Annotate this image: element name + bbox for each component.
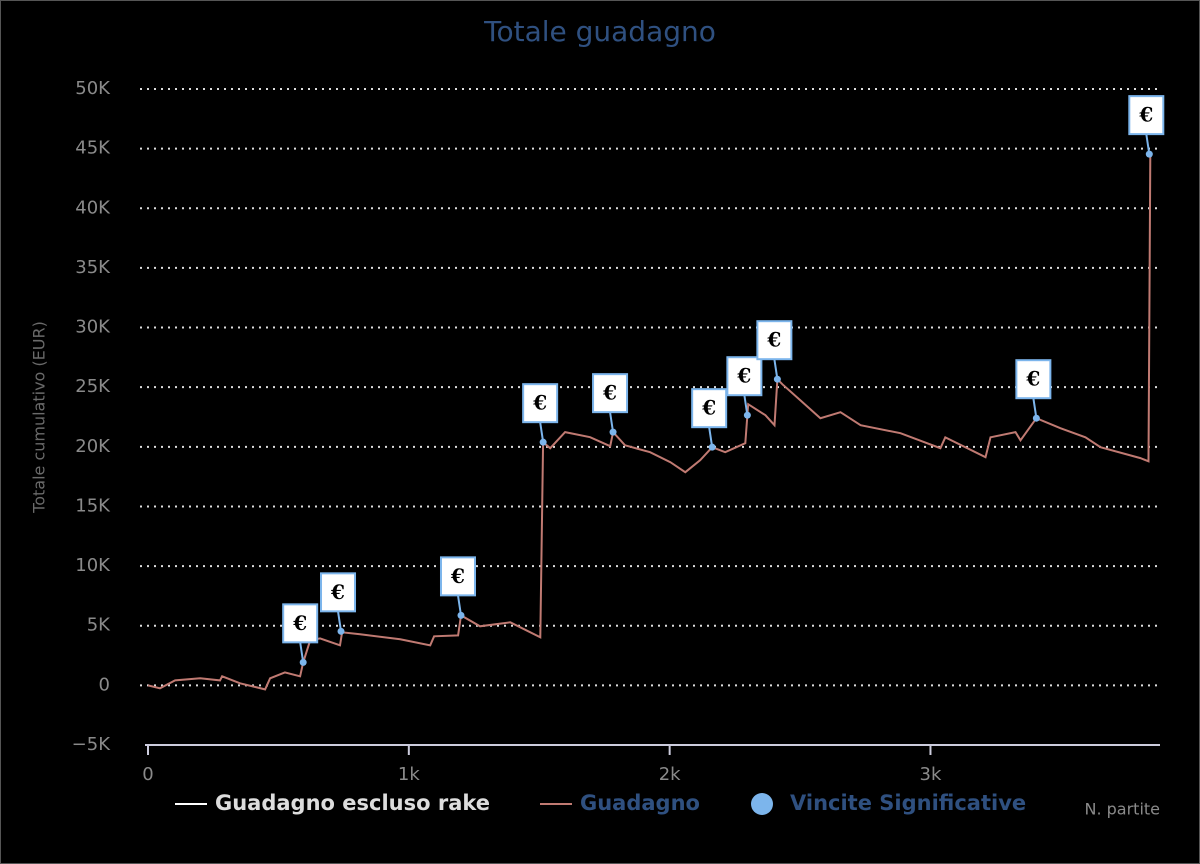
x-tick-label: 0 bbox=[142, 764, 153, 785]
flag-box bbox=[1015, 359, 1052, 400]
y-tick-label: 35K bbox=[75, 257, 111, 278]
y-axis-title: Totale cumulativo (EUR) bbox=[30, 321, 49, 514]
y-tick-label: 50K bbox=[75, 78, 111, 99]
flag-box bbox=[320, 572, 357, 613]
y-tick-label: 45K bbox=[75, 138, 111, 159]
flag-box bbox=[592, 373, 629, 414]
win-point bbox=[457, 611, 465, 619]
x-tick-label: 1k bbox=[398, 764, 420, 785]
flag-label: € bbox=[1025, 367, 1040, 391]
flag-box bbox=[756, 320, 793, 361]
legend-item[interactable]: Vincite Significative bbox=[751, 791, 1026, 815]
win-point bbox=[299, 658, 307, 666]
legend-item[interactable]: Guadagno bbox=[540, 791, 700, 815]
legend-swatch bbox=[751, 793, 773, 815]
win-point bbox=[708, 443, 716, 451]
y-tick-label: 15K bbox=[75, 495, 111, 516]
win-point bbox=[1145, 150, 1153, 158]
legend-item[interactable]: Guadagno escluso rake bbox=[175, 791, 490, 815]
flag-label: € bbox=[532, 391, 547, 415]
flag-box bbox=[282, 603, 319, 644]
y-tick-label: 40K bbox=[75, 197, 111, 218]
win-point bbox=[539, 438, 547, 446]
legend-label: Guadagno bbox=[580, 791, 700, 815]
flag-label: € bbox=[736, 364, 751, 388]
flag-box bbox=[726, 356, 763, 397]
y-tick-label: 25K bbox=[75, 376, 111, 397]
flag-label: € bbox=[450, 564, 465, 588]
flag-label: € bbox=[602, 381, 617, 405]
flag-label: € bbox=[701, 396, 716, 420]
x-axis-title: N. partite bbox=[1084, 800, 1160, 819]
flag-label: € bbox=[330, 580, 345, 604]
x-tick-label: 2k bbox=[659, 764, 681, 785]
win-point bbox=[743, 411, 751, 419]
flag-label: € bbox=[766, 328, 781, 352]
flag-label: € bbox=[1138, 103, 1153, 127]
y-tick-label: 30K bbox=[75, 317, 111, 338]
flag-label: € bbox=[292, 611, 307, 635]
legend-label: Vincite Significative bbox=[790, 791, 1026, 815]
series-line bbox=[147, 155, 1152, 691]
win-point bbox=[773, 375, 781, 383]
flag-box bbox=[439, 556, 476, 597]
flag-box bbox=[1128, 95, 1165, 136]
win-point bbox=[609, 428, 617, 436]
y-tick-label: 20K bbox=[75, 436, 111, 457]
win-point bbox=[337, 627, 345, 635]
y-tick-label: 10K bbox=[75, 555, 111, 576]
x-tick-label: 3k bbox=[920, 764, 942, 785]
win-point bbox=[1032, 414, 1040, 422]
flag-box bbox=[522, 383, 559, 424]
legend-label: Guadagno escluso rake bbox=[215, 791, 490, 815]
chart-title: Totale guadagno bbox=[483, 15, 716, 48]
y-tick-label: −5K bbox=[72, 734, 112, 755]
y-tick-label: 0 bbox=[99, 674, 110, 695]
y-tick-label: 5K bbox=[87, 615, 111, 636]
flag-box bbox=[691, 388, 728, 429]
